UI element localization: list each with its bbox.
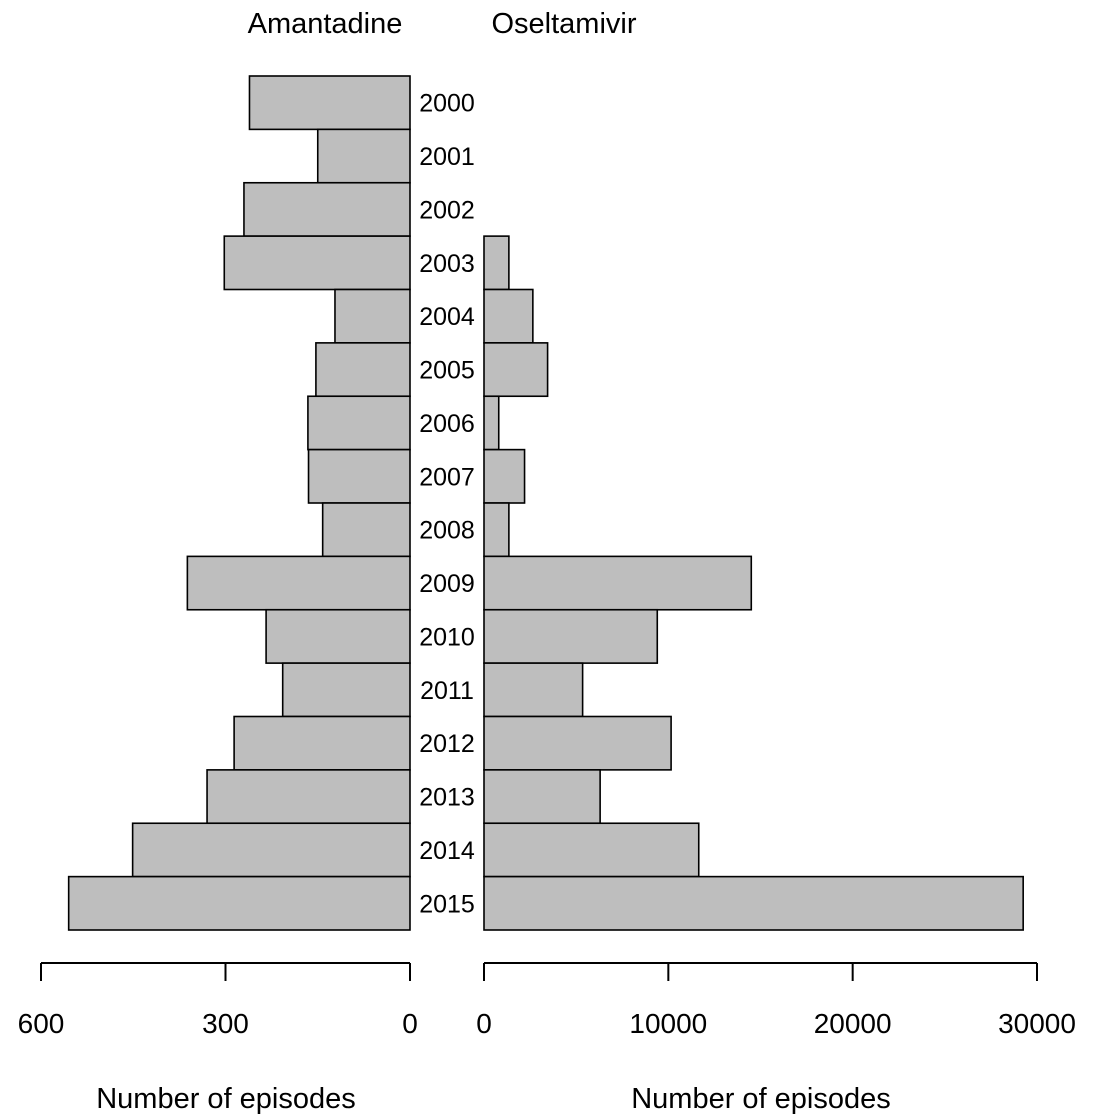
year-label-2000: 2000 [419, 90, 475, 118]
oseltamivir-tick-label-30000: 30000 [998, 1008, 1076, 1039]
amantadine-bar-2006 [307, 395, 411, 451]
amantadine-bar-2001 [316, 128, 411, 184]
amantadine-tick-label-0: 0 [402, 1008, 418, 1039]
amantadine-title: Amantadine [248, 8, 403, 40]
amantadine-x-axis: 600 300 0 [18, 962, 418, 1039]
oseltamivir-title: Oseltamivir [491, 8, 636, 40]
amantadine-bar-2010 [265, 608, 411, 664]
year-label-2005: 2005 [419, 357, 475, 385]
amantadine-bar-2014 [131, 822, 411, 878]
amantadine-bar-2015 [67, 875, 411, 931]
oseltamivir-bar-2011 [483, 662, 584, 718]
year-label-2001: 2001 [419, 143, 475, 171]
oseltamivir-bar-2003 [483, 235, 510, 291]
amantadine-x-axis-label: Number of episodes [96, 1083, 356, 1115]
amantadine-bar-2012 [233, 715, 411, 771]
oseltamivir-bar-2009 [483, 555, 753, 611]
oseltamivir-bar-2010 [483, 608, 659, 664]
amantadine-bar-2007 [307, 448, 411, 504]
oseltamivir-bar-2007 [483, 448, 526, 504]
oseltamivir-x-axis-label: Number of episodes [631, 1083, 891, 1115]
amantadine-bar-2002 [243, 181, 411, 237]
oseltamivir-bar-2014 [483, 822, 700, 878]
amantadine-bar-2004 [334, 288, 411, 344]
year-labels: 2000 2001 2002 2003 2004 2005 2006 2007 2008 2009… [419, 90, 475, 919]
amantadine-bars [67, 75, 411, 931]
year-label-2002: 2002 [419, 196, 475, 224]
amantadine-bar-2013 [206, 769, 411, 825]
year-label-2008: 2008 [419, 517, 475, 545]
oseltamivir-bar-2008 [483, 502, 510, 558]
oseltamivir-bars [483, 235, 1024, 931]
year-label-2009: 2009 [419, 570, 475, 598]
oseltamivir-bar-2015 [483, 875, 1024, 931]
year-label-2014: 2014 [419, 837, 475, 865]
year-label-2006: 2006 [419, 410, 475, 438]
oseltamivir-bar-2004 [483, 288, 534, 344]
oseltamivir-bar-2005 [483, 342, 549, 398]
amantadine-tick-label-300: 300 [202, 1008, 249, 1039]
year-label-2010: 2010 [419, 623, 475, 651]
amantadine-tick-label-600: 600 [18, 1008, 65, 1039]
amantadine-bar-2011 [281, 662, 411, 718]
amantadine-bar-2000 [248, 75, 411, 131]
oseltamivir-tick-label-20000: 20000 [814, 1008, 892, 1039]
oseltamivir-tick-label-0: 0 [476, 1008, 492, 1039]
oseltamivir-tick-label-10000: 10000 [629, 1008, 707, 1039]
oseltamivir-bar-2012 [483, 715, 672, 771]
year-label-2007: 2007 [419, 463, 475, 491]
year-label-2004: 2004 [419, 303, 475, 331]
oseltamivir-x-axis: 0 10000 20000 30000 [476, 962, 1076, 1039]
year-label-2013: 2013 [419, 784, 475, 812]
amantadine-bar-2003 [223, 235, 411, 291]
oseltamivir-bar-2013 [483, 769, 601, 825]
amantadine-bar-2005 [315, 342, 411, 398]
year-label-2003: 2003 [419, 250, 475, 278]
oseltamivir-bar-2006 [483, 395, 500, 451]
amantadine-bar-2008 [321, 502, 411, 558]
year-label-2015: 2015 [419, 890, 475, 918]
amantadine-bar-2009 [186, 555, 411, 611]
year-label-2011: 2011 [420, 677, 474, 705]
year-label-2012: 2012 [419, 730, 475, 758]
